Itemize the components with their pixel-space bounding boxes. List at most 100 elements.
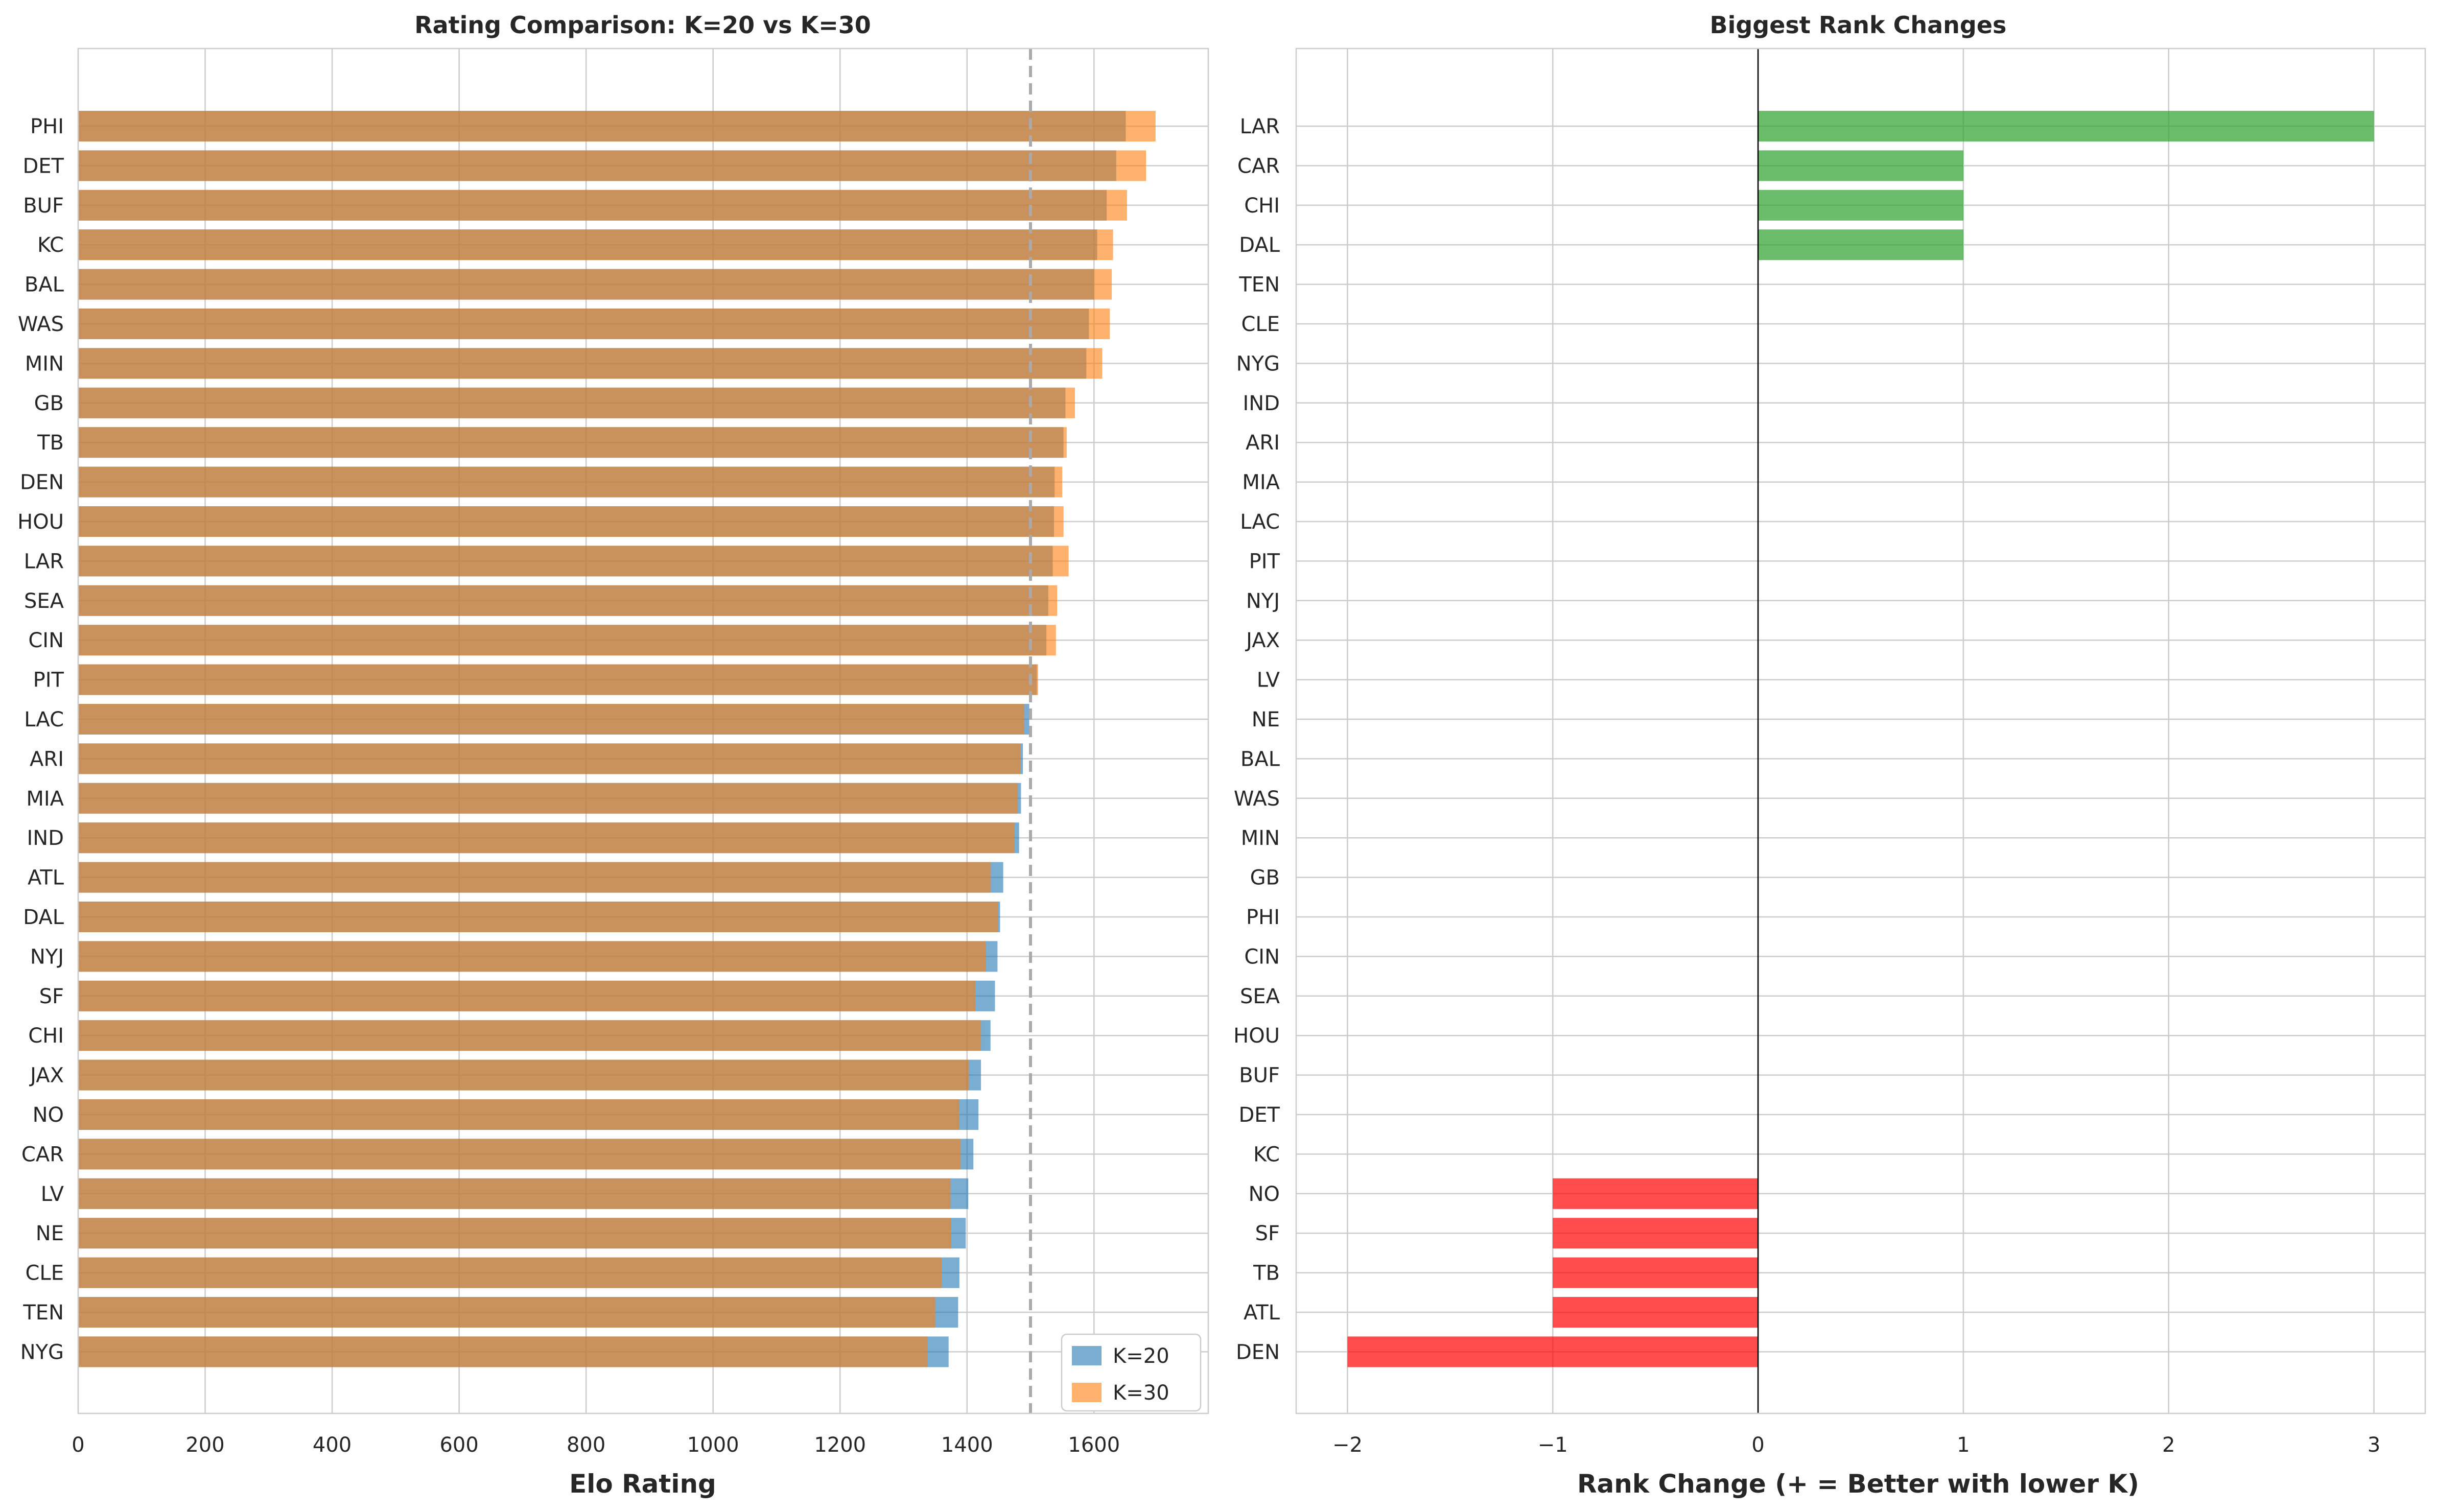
left-category-label-mia: MIA [26,787,64,811]
bar-k-30-gb [78,387,1075,418]
right-category-label-ten: TEN [1238,273,1280,297]
right-category-label-bal: BAL [1240,747,1280,771]
right-xtick-label: 1 [1957,1433,1970,1457]
bar-k-30-den [78,466,1063,498]
left-category-label-was: WAS [18,313,64,336]
left-category-label-sf: SF [39,985,64,1008]
bar-k-30-mia [78,783,1018,814]
rank-bar-lar [1758,111,2374,141]
right-bars [1347,111,2374,1367]
bar-k-30-tb [78,427,1067,458]
legend-label-k20: K=20 [1113,1344,1169,1368]
rank-bar-chi [1758,190,1963,221]
right-category-label-tb: TB [1253,1262,1280,1285]
rank-bar-car [1758,150,1963,181]
left-category-label-den: DEN [20,471,64,494]
rating-comparison-panel: Rating Comparison: K=20 vs K=30 PHI DET BU… [17,11,1209,1499]
right-category-label-nyg: NYG [1236,352,1280,375]
left-category-label-min: MIN [25,352,64,375]
left-xtick-label: 200 [185,1433,224,1457]
right-plot-frame [1295,48,2426,1414]
right-category-label-gb: GB [1250,866,1280,890]
bar-k-30-lv [78,1178,951,1209]
left-category-label-nyg: NYG [20,1340,64,1364]
right-xtick-labels: −2 −1 0 1 2 3 [1332,1433,2380,1457]
right-category-label-lar: LAR [1240,115,1280,138]
right-xtick-label: −2 [1332,1433,1363,1457]
bar-k-30-no [78,1099,959,1130]
left-category-label-ne: NE [36,1222,64,1245]
bar-k-30-hou [78,506,1064,537]
left-xtick-label: 0 [72,1433,84,1457]
left-category-label-tb: TB [37,431,64,455]
left-x-axis-title: Elo Rating [569,1469,716,1499]
bar-k-30-was [78,309,1110,339]
right-xtick-label: −1 [1538,1433,1568,1457]
right-category-label-sf: SF [1255,1222,1280,1245]
right-category-label-nyj: NYJ [1246,589,1280,613]
right-xtick-label: 2 [2162,1433,2175,1457]
bar-k-30-nyj [78,941,987,972]
bar-k-30-kc [78,229,1113,261]
left-category-label-car: CAR [21,1143,64,1166]
left-category-label-cin: CIN [28,629,64,652]
right-category-label-ne: NE [1252,708,1280,731]
left-chart-title: Rating Comparison: K=20 vs K=30 [414,11,871,39]
bar-k-30-cle [78,1257,942,1288]
left-xtick-labels: 0 200 400 600 800 1000 1200 1400 1600 [72,1433,1120,1457]
right-category-label-car: CAR [1237,154,1280,178]
rank-bar-dal [1758,229,1963,261]
legend-label-k30: K=30 [1113,1381,1169,1405]
right-xtick-label: 0 [1751,1433,1764,1457]
legend: K=20 K=30 [1061,1333,1202,1412]
left-bars [78,111,1156,1367]
right-category-label-min: MIN [1241,826,1280,850]
right-category-label-lv: LV [1257,669,1280,692]
right-category-label-det: DET [1238,1103,1280,1127]
right-category-label-no: NO [1249,1183,1280,1206]
left-category-label-pit: PIT [33,669,64,692]
right-category-label-atl: ATL [1244,1301,1280,1325]
bar-k-30-lar [78,546,1069,577]
right-category-label-ari: ARI [1246,431,1280,455]
left-category-labels: PHI DET BUF KC BAL WAS MIN GB TB DEN HOU LAR SEA CIN P… [17,115,64,1364]
left-category-label-lar: LAR [24,550,64,573]
left-xtick-label: 1000 [687,1433,739,1457]
left-category-label-ten: TEN [22,1301,64,1325]
bar-k-30-phi [78,111,1156,141]
right-xtick-label: 3 [2368,1433,2380,1457]
bar-k-30-jax [78,1059,969,1091]
bar-k-30-ten [78,1297,935,1328]
left-xtick-label: 600 [439,1433,478,1457]
left-category-label-chi: CHI [28,1024,64,1048]
left-plot-frame [77,48,1209,1414]
right-category-label-phi: PHI [1246,906,1280,929]
right-x-axis-title: Rank Change (+ = Better with lower K) [1577,1469,2139,1499]
left-category-label-dal: DAL [23,906,64,929]
rank-bar-atl [1553,1297,1759,1328]
right-chart-title: Biggest Rank Changes [1710,11,2007,39]
right-category-label-dal: DAL [1239,233,1280,257]
bar-k-30-sea [78,585,1058,616]
right-category-label-chi: CHI [1244,194,1280,218]
bar-k-30-ne [78,1218,951,1249]
bar-k-30-sf [78,980,975,1011]
bar-k-30-ari [78,743,1021,774]
bar-k-30-buf [78,190,1127,221]
right-category-label-cin: CIN [1244,945,1280,968]
left-category-label-kc: KC [37,233,64,257]
bar-k-30-dal [78,902,998,932]
left-xtick-label: 1600 [1068,1433,1120,1457]
right-category-label-ind: IND [1243,392,1280,415]
left-category-label-sea: SEA [24,589,64,613]
right-category-label-lac: LAC [1240,510,1280,534]
right-category-label-pit: PIT [1249,550,1280,573]
right-category-label-was: WAS [1234,787,1280,811]
bar-k-30-lac [78,704,1024,735]
left-category-label-ari: ARI [30,747,64,771]
legend-swatch-k20 [1072,1346,1102,1365]
left-category-label-gb: GB [34,392,64,415]
left-category-label-buf: BUF [23,194,64,218]
left-category-label-bal: BAL [25,273,64,297]
bar-k-30-det [78,150,1146,181]
